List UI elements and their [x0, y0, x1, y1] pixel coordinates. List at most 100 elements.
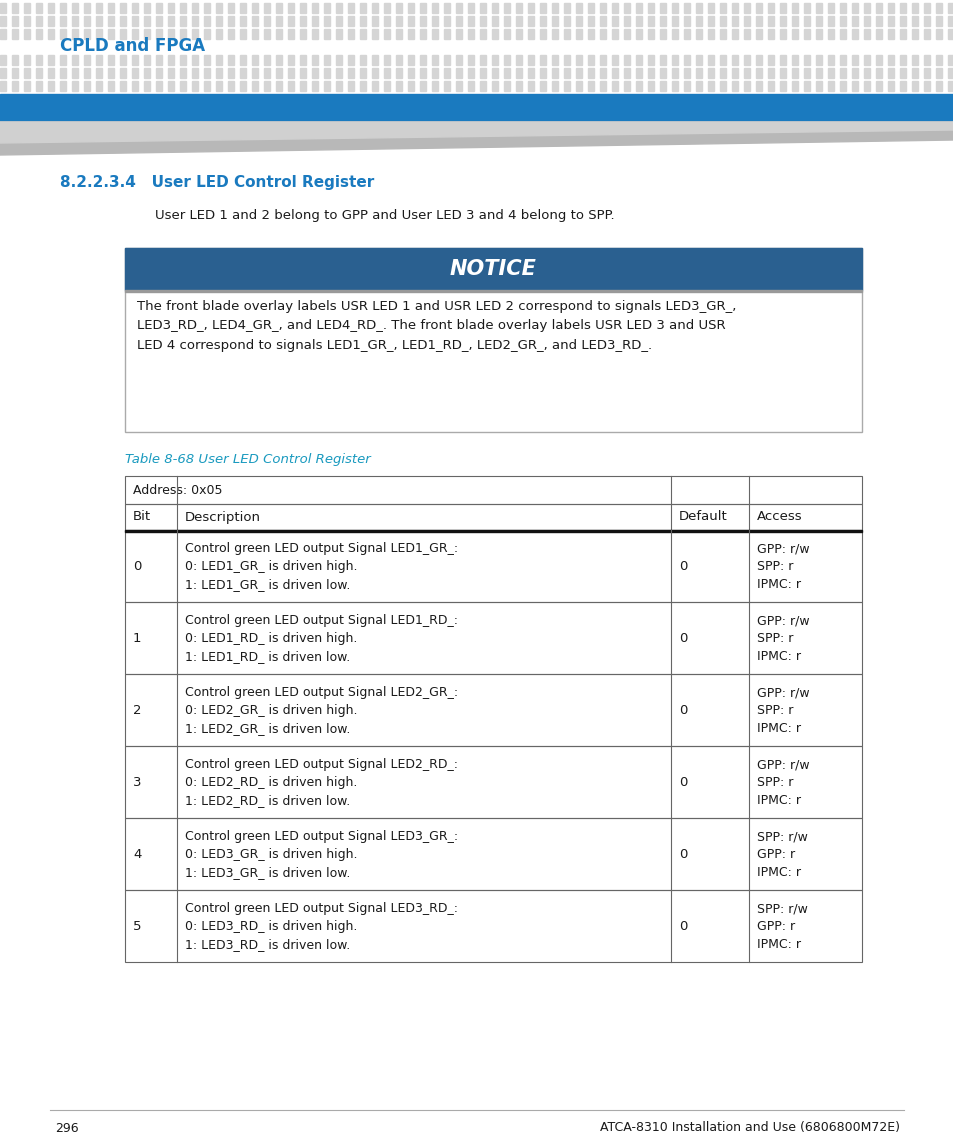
Bar	[156, 81, 162, 90]
Bar	[647, 16, 654, 26]
Bar	[923, 3, 929, 13]
Bar	[923, 29, 929, 39]
Bar	[780, 68, 785, 78]
Bar	[60, 55, 66, 65]
Bar	[527, 55, 534, 65]
Text: Control green LED output Signal LED2_GR_:: Control green LED output Signal LED2_GR_…	[185, 686, 457, 698]
Bar	[875, 29, 882, 39]
Bar	[71, 29, 78, 39]
Bar	[324, 81, 330, 90]
Bar	[228, 55, 233, 65]
Bar	[503, 29, 510, 39]
Bar	[696, 81, 701, 90]
Bar	[215, 68, 222, 78]
Bar	[60, 3, 66, 13]
Bar	[803, 68, 809, 78]
Bar	[887, 3, 893, 13]
Bar	[264, 16, 270, 26]
Bar	[899, 68, 905, 78]
Bar	[419, 3, 426, 13]
Bar	[252, 3, 257, 13]
Bar	[599, 3, 605, 13]
Text: Address: 0x05: Address: 0x05	[132, 483, 222, 497]
Text: 0: LED3_GR_ is driven high.: 0: LED3_GR_ is driven high.	[185, 848, 357, 861]
Text: 0: 0	[679, 919, 687, 932]
Bar	[48, 3, 54, 13]
Bar	[911, 29, 917, 39]
Bar	[720, 29, 725, 39]
Bar	[168, 68, 173, 78]
Bar	[384, 16, 390, 26]
Bar	[456, 29, 461, 39]
Bar	[815, 3, 821, 13]
Bar	[612, 29, 618, 39]
Bar	[479, 55, 485, 65]
Bar	[288, 29, 294, 39]
Bar	[275, 68, 282, 78]
Bar	[324, 55, 330, 65]
Bar	[479, 29, 485, 39]
Bar	[563, 29, 569, 39]
Bar	[539, 55, 545, 65]
Text: 4: 4	[132, 847, 141, 861]
Bar	[791, 29, 797, 39]
Bar	[731, 29, 738, 39]
Bar	[168, 16, 173, 26]
Bar	[780, 55, 785, 65]
Text: 5: 5	[132, 919, 141, 932]
Text: GPP: r/w: GPP: r/w	[757, 758, 809, 771]
Bar	[125, 747, 862, 818]
Bar	[479, 16, 485, 26]
Bar	[731, 16, 738, 26]
Bar	[288, 16, 294, 26]
Bar	[125, 818, 862, 890]
Bar	[324, 68, 330, 78]
Bar	[527, 16, 534, 26]
Bar	[84, 3, 90, 13]
Bar	[503, 55, 510, 65]
Bar	[0, 94, 953, 123]
Bar	[599, 68, 605, 78]
Bar	[240, 81, 246, 90]
Bar	[647, 3, 654, 13]
Bar	[168, 29, 173, 39]
Bar	[0, 81, 6, 90]
Text: SPP: r: SPP: r	[757, 560, 793, 572]
Bar	[84, 16, 90, 26]
Bar	[120, 3, 126, 13]
Bar	[324, 16, 330, 26]
Text: 3: 3	[132, 775, 141, 789]
Bar	[312, 16, 317, 26]
Bar	[863, 68, 869, 78]
Bar	[125, 248, 862, 290]
Text: Control green LED output Signal LED1_GR_:: Control green LED output Signal LED1_GR_…	[185, 542, 457, 555]
Bar	[516, 55, 521, 65]
Bar	[96, 68, 102, 78]
Bar	[132, 29, 138, 39]
Bar	[359, 55, 366, 65]
Bar	[299, 29, 306, 39]
Bar	[12, 68, 18, 78]
Bar	[576, 29, 581, 39]
Bar	[863, 29, 869, 39]
Bar	[599, 16, 605, 26]
Bar	[552, 16, 558, 26]
Bar	[215, 3, 222, 13]
Bar	[408, 81, 414, 90]
Bar	[372, 55, 377, 65]
Bar	[125, 504, 862, 530]
Bar	[563, 81, 569, 90]
Bar	[720, 81, 725, 90]
Bar	[228, 68, 233, 78]
Bar	[731, 55, 738, 65]
Bar	[707, 55, 713, 65]
Bar	[335, 55, 341, 65]
Bar	[527, 68, 534, 78]
Bar	[947, 55, 953, 65]
Text: 0: LED3_RD_ is driven high.: 0: LED3_RD_ is driven high.	[185, 919, 357, 933]
Bar	[767, 68, 773, 78]
Bar	[456, 55, 461, 65]
Bar	[48, 55, 54, 65]
Bar	[156, 55, 162, 65]
Bar	[125, 529, 862, 532]
